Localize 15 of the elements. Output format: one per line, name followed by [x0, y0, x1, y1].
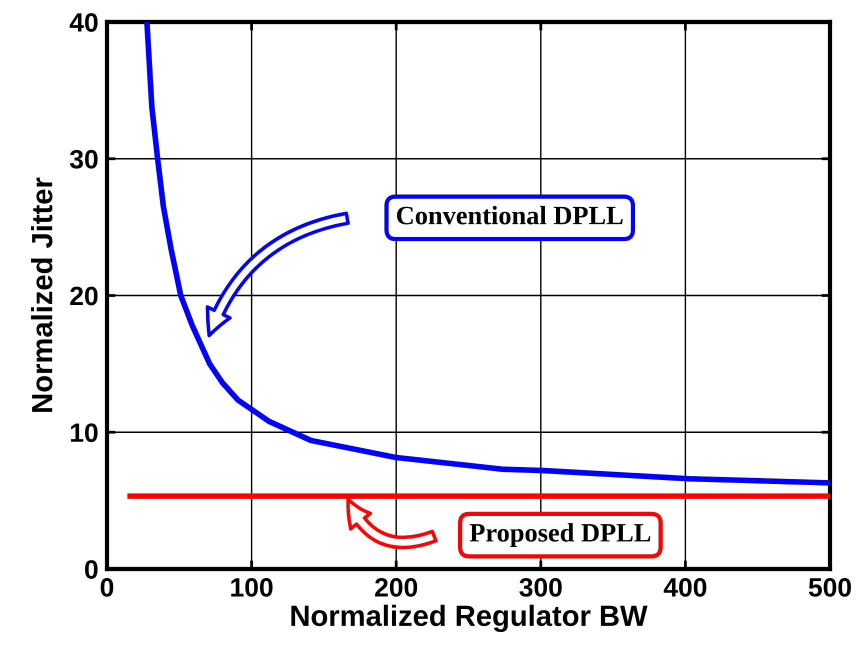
y-axis-title: Normalized Jitter [31, 178, 52, 412]
y-tick-label: 10 [70, 423, 98, 442]
y-tick-label: 30 [70, 150, 98, 169]
annotation: Conventional DPLL [397, 206, 623, 224]
y-tick-label: 20 [70, 286, 98, 306]
x-axis-title: Normalized Regulator BW [291, 604, 648, 632]
y-tick-label: 0 [85, 560, 98, 579]
annotation: Proposed DPLL [470, 523, 650, 548]
x-tick-label: 100 [231, 578, 273, 597]
y-tick-label: 40 [70, 13, 98, 32]
x-tick-label: 0 [100, 578, 114, 597]
x-tick-label: 400 [664, 578, 706, 597]
x-tick-label: 300 [519, 578, 562, 597]
x-tick-label: 200 [375, 578, 418, 597]
x-tick-label: 500 [808, 578, 851, 597]
